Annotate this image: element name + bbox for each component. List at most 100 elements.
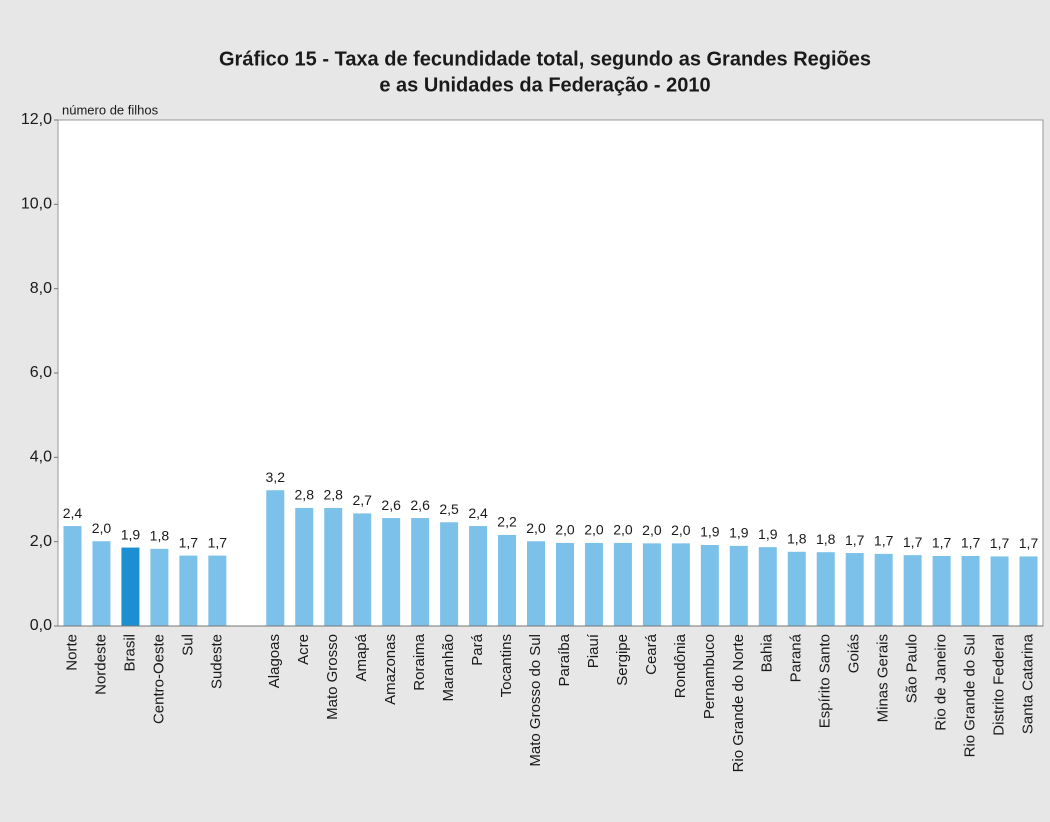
value-label: 1,7 (903, 534, 923, 550)
x-tick-label: Goiás (846, 634, 863, 673)
bar (932, 556, 951, 626)
value-label: 1,9 (758, 526, 778, 542)
x-tick-label: Sudeste (208, 634, 225, 689)
bar (121, 547, 140, 626)
bar (295, 507, 314, 626)
bar (266, 490, 285, 626)
y-tick-label: 4,0 (30, 449, 52, 466)
x-tick-label: Acre (295, 634, 312, 665)
y-tick-label: 10,0 (21, 196, 52, 213)
bar (555, 542, 574, 626)
value-label: 2,6 (381, 497, 401, 513)
x-tick-label: São Paulo (904, 634, 921, 703)
value-label: 1,9 (729, 525, 749, 541)
x-tick-label: Rio de Janeiro (933, 634, 950, 731)
bar (816, 552, 835, 626)
x-tick-label: Ceará (643, 633, 660, 675)
value-label: 1,7 (961, 535, 981, 551)
bar (961, 556, 980, 626)
bar (845, 553, 864, 626)
bar (382, 518, 401, 626)
bar (903, 555, 922, 626)
x-tick-label: Nordeste (92, 634, 109, 695)
value-label: 2,0 (584, 522, 604, 538)
x-tick-label: Bahia (759, 633, 776, 672)
y-tick-label: 8,0 (30, 280, 52, 297)
value-label: 1,7 (179, 534, 199, 550)
bar (179, 555, 198, 626)
value-label: 1,7 (1019, 535, 1039, 551)
x-tick-label: Piauí (585, 633, 602, 668)
bar (440, 522, 459, 626)
y-axis-label: número de filhos (62, 102, 159, 117)
value-label: 1,7 (845, 532, 865, 548)
x-tick-label: Tocantins (498, 634, 515, 697)
bar (411, 518, 430, 626)
value-label: 2,0 (671, 522, 691, 538)
x-tick-label: Mato Grosso (324, 634, 341, 720)
value-label: 2,4 (63, 505, 83, 521)
value-label: 1,7 (990, 535, 1010, 551)
value-label: 1,7 (874, 533, 894, 549)
value-label: 1,7 (932, 535, 952, 551)
bar (787, 551, 806, 626)
value-label: 2,0 (526, 520, 546, 536)
value-label: 2,0 (92, 520, 112, 536)
y-tick-label: 12,0 (21, 111, 52, 128)
value-label: 1,9 (121, 526, 141, 542)
x-tick-label: Paraíba (556, 633, 573, 686)
bar (1019, 556, 1038, 626)
bar (353, 513, 372, 626)
x-tick-label: Pará (469, 633, 486, 665)
bar (700, 545, 719, 626)
bar (324, 507, 343, 626)
x-tick-label: Sergipe (614, 634, 631, 686)
value-label: 2,8 (323, 487, 343, 503)
x-tick-label: Santa Catarina (1019, 633, 1036, 734)
x-tick-label: Sul (179, 634, 196, 656)
x-tick-label: Amapá (353, 633, 370, 681)
value-label: 2,7 (352, 492, 372, 508)
bar (729, 545, 748, 626)
x-tick-label: Alagoas (266, 634, 283, 688)
x-tick-label: Minas Gerais (875, 634, 892, 722)
x-tick-label: Maranhão (440, 634, 457, 702)
value-label: 2,0 (642, 522, 662, 538)
y-tick-label: 6,0 (30, 364, 52, 381)
value-label: 1,8 (816, 531, 836, 547)
bar (584, 542, 603, 626)
x-tick-label: Norte (63, 634, 80, 671)
bar (208, 555, 227, 626)
plot-area (57, 119, 1044, 627)
value-label: 1,8 (150, 528, 170, 544)
bar (613, 542, 632, 626)
x-tick-label: Rio Grande do Norte (730, 634, 747, 772)
y-tick-label: 2,0 (30, 533, 52, 550)
bar (671, 543, 690, 626)
bar (150, 548, 169, 626)
bar (758, 547, 777, 626)
chart-title: Gráfico 15 - Taxa de fecundidade total, … (219, 48, 871, 70)
x-tick-label: Espírito Santo (817, 634, 834, 728)
x-tick-label: Rio Grande do Sul (962, 634, 979, 757)
x-tick-label: Distrito Federal (991, 634, 1008, 736)
value-label: 2,2 (497, 514, 517, 530)
bar (874, 553, 893, 626)
value-label: 1,7 (208, 534, 228, 550)
bar (498, 534, 517, 626)
x-tick-label: Rondônia (672, 633, 689, 698)
chart-title: e as Unidades da Federação - 2010 (379, 74, 710, 96)
value-label: 2,8 (295, 487, 315, 503)
value-label: 1,9 (700, 524, 720, 540)
bar (642, 543, 661, 626)
bar (990, 556, 1009, 626)
x-tick-label: Brasil (121, 634, 138, 672)
value-label: 2,6 (410, 497, 430, 513)
x-tick-label: Mato Grosso do Sul (527, 634, 544, 767)
bar (527, 541, 546, 626)
value-label: 3,2 (266, 469, 286, 485)
y-tick-label: 0,0 (30, 617, 52, 634)
value-label: 2,0 (555, 522, 575, 538)
value-label: 2,4 (468, 505, 488, 521)
